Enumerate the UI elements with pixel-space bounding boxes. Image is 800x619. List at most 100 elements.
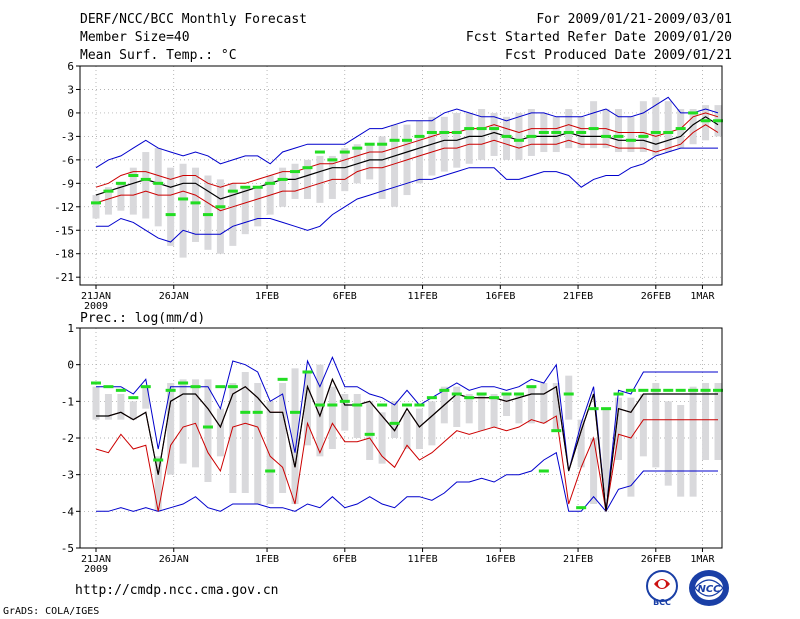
- prec-xtick-label: 21JAN: [81, 554, 111, 565]
- temp-marker: [227, 189, 238, 193]
- temp-box: [229, 183, 237, 246]
- temp-box: [254, 187, 262, 227]
- prec-xtick-label: 21FEB: [563, 554, 593, 565]
- prec-year-label: 2009: [84, 564, 108, 575]
- temp-ytick-label: -15: [54, 224, 74, 237]
- prec-box: [403, 412, 411, 449]
- temp-marker: [601, 134, 612, 138]
- prec-box: [341, 394, 349, 431]
- temp-marker: [489, 127, 500, 131]
- temp-marker: [377, 142, 388, 146]
- temp-ytick-label: -12: [54, 201, 74, 214]
- source-url[interactable]: http://cmdp.ncc.cma.gov.cn: [75, 583, 279, 598]
- temp-marker: [190, 201, 201, 205]
- prec-marker: [663, 388, 674, 392]
- prec-marker: [153, 458, 164, 462]
- prec-box: [366, 401, 374, 460]
- temp-marker: [501, 134, 512, 138]
- temp-marker: [140, 177, 151, 181]
- prec-box: [328, 386, 336, 449]
- prec-box: [291, 368, 299, 504]
- prec-marker: [402, 403, 412, 407]
- prec-box: [490, 394, 498, 427]
- prec-ytick-label: -3: [61, 469, 74, 482]
- temp-box: [440, 116, 448, 172]
- prec-box: [229, 383, 237, 493]
- prec-box: [465, 394, 473, 424]
- prec-box: [664, 401, 672, 486]
- prec-box: [540, 383, 548, 424]
- prec-marker: [240, 410, 251, 414]
- prec-marker: [227, 385, 238, 389]
- temp-xtick-label: 26JAN: [159, 291, 189, 302]
- temp-box: [117, 183, 125, 211]
- temp-marker: [277, 177, 288, 181]
- prec-ytick-label: 0: [67, 359, 74, 372]
- prec-marker: [302, 370, 313, 374]
- prec-ytick-label: -1: [61, 395, 74, 408]
- temp-box: [664, 101, 672, 153]
- prec-box: [279, 383, 287, 493]
- temp-mean-line: [95, 116, 719, 200]
- temp-marker: [240, 185, 251, 189]
- prec-marker: [713, 388, 723, 392]
- prec-spread-lower: [95, 415, 718, 512]
- member-size: Member Size=40: [80, 30, 190, 45]
- prec-box: [602, 408, 610, 497]
- prec-xtick-label: 6FEB: [333, 554, 357, 565]
- prec-box: [154, 456, 162, 512]
- prec-marker: [364, 432, 375, 436]
- prec-box: [266, 401, 274, 504]
- prec-box: [702, 383, 710, 460]
- temp-box: [366, 144, 374, 180]
- prec-box: [142, 386, 150, 409]
- temp-box: [552, 116, 560, 153]
- prec-marker: [202, 425, 213, 429]
- forecast-period: For 2009/01/21-2009/03/01: [536, 12, 732, 27]
- prec-box: [353, 394, 361, 438]
- prec-box: [92, 386, 100, 420]
- temp-xtick-label: 1FEB: [255, 291, 279, 302]
- prec-marker: [563, 392, 574, 396]
- prec-marker: [389, 421, 400, 425]
- prec-marker: [526, 385, 537, 389]
- prec-panel-title: Prec.: log(mm/d): [80, 311, 206, 326]
- temp-marker: [439, 130, 450, 134]
- prec-marker: [501, 392, 512, 396]
- prec-marker: [91, 381, 101, 385]
- bcc-logo-text: BCC: [653, 598, 671, 607]
- prec-marker: [551, 429, 562, 433]
- temp-box: [652, 97, 660, 156]
- temp-marker: [451, 130, 462, 134]
- temp-panel-title: Mean Surf. Temp.: °C: [80, 48, 237, 63]
- temp-box: [216, 179, 224, 254]
- prec-marker: [377, 403, 388, 407]
- temp-marker: [414, 134, 425, 138]
- prec-xtick-label: 26FEB: [641, 554, 671, 565]
- temp-marker: [364, 142, 375, 146]
- temp-year-label: 2009: [84, 301, 108, 312]
- temp-envelope-lower: [96, 147, 718, 243]
- temp-xtick-label: 6FEB: [333, 291, 357, 302]
- prec-marker: [476, 392, 487, 396]
- temp-box: [478, 109, 486, 160]
- temp-box: [465, 112, 473, 164]
- prec-marker: [638, 388, 649, 392]
- temp-marker: [613, 134, 624, 138]
- prec-marker: [352, 403, 363, 407]
- temp-marker: [663, 130, 674, 134]
- temp-box: [490, 112, 498, 156]
- temp-box: [515, 112, 523, 160]
- prec-marker: [613, 392, 624, 396]
- prec-ytick-label: -4: [61, 505, 75, 518]
- temp-marker: [265, 181, 276, 185]
- temp-box: [129, 167, 137, 215]
- prec-box: [577, 419, 585, 468]
- temp-marker: [526, 134, 537, 138]
- prec-marker: [314, 403, 325, 407]
- prec-box: [515, 394, 523, 424]
- temp-box: [92, 195, 100, 219]
- temp-marker: [713, 119, 723, 123]
- prec-xtick-label: 11FEB: [407, 554, 437, 565]
